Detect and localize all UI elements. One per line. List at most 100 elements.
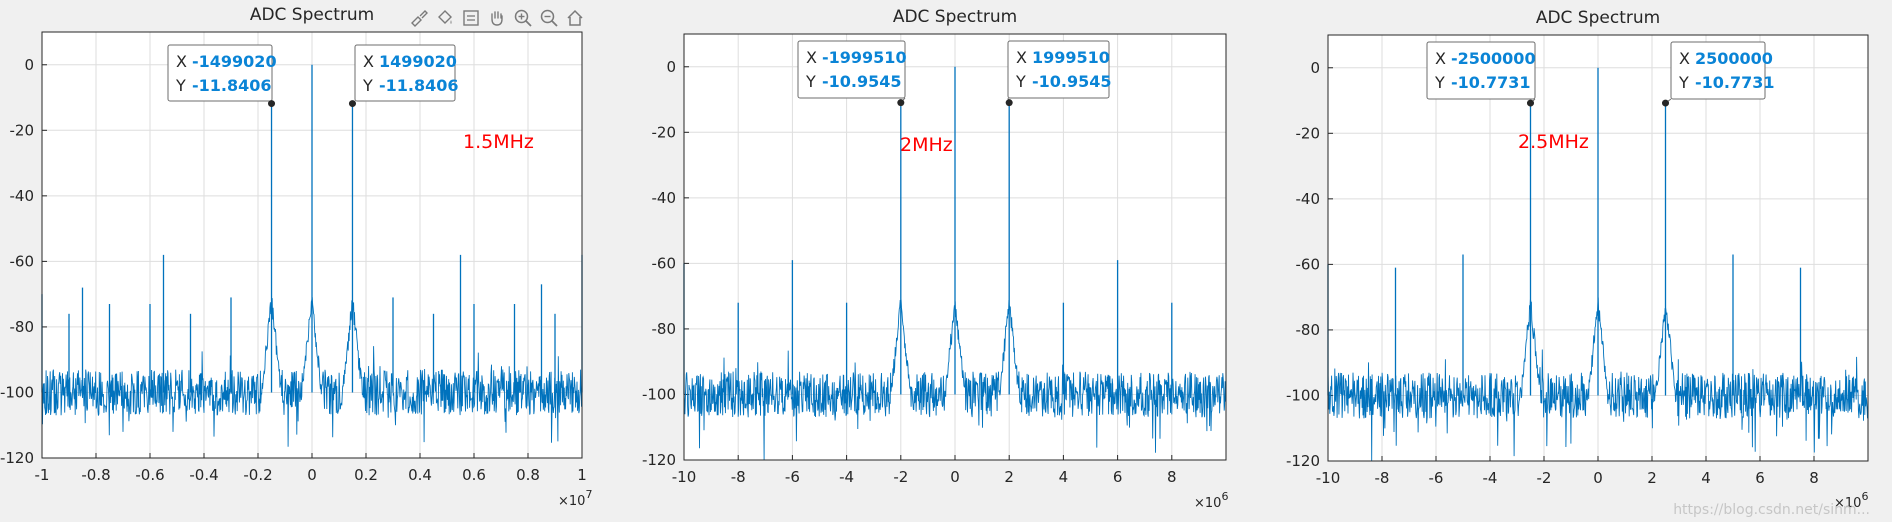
y-tick-label: -80 [1296, 321, 1321, 339]
x-exponent-power: 6 [1221, 490, 1228, 503]
datatip-x-key: X [1435, 49, 1446, 68]
y-tick-label: -120 [642, 451, 676, 469]
y-tick-label: 0 [666, 58, 676, 76]
datatip-box [1426, 41, 1536, 100]
x-tick-label: 0.6 [462, 466, 486, 484]
chart-title: ADC Spectrum [1536, 8, 1660, 28]
x-tick-label: -0.6 [135, 466, 164, 484]
y-tick-label: -60 [10, 252, 35, 270]
x-tick-label: -6 [1429, 469, 1444, 487]
datatip-x-value: 1999510 [1032, 48, 1110, 67]
datatip-y-value: -11.8406 [379, 76, 459, 95]
datatip-x-key: X [1679, 49, 1690, 68]
datatip-box [797, 40, 906, 99]
x-tick-label: -4 [839, 468, 854, 486]
y-tick-label: -20 [1296, 124, 1321, 142]
zoom-in-icon[interactable] [512, 7, 534, 29]
x-exponent-label: ×106 [1834, 490, 1868, 511]
x-tick-label: 4 [1059, 468, 1069, 486]
y-tick-label: -40 [10, 187, 35, 205]
x-tick-label: 2 [1647, 469, 1657, 487]
x-tick-label: 1 [577, 466, 587, 484]
x-tick-label: 0 [950, 468, 960, 486]
zoom-out-icon[interactable] [538, 7, 560, 29]
x-tick-label: -1 [35, 466, 50, 484]
x-tick-label: -10 [1316, 469, 1341, 487]
axes-frame [1327, 34, 1869, 462]
datatip-x-value: -1499020 [192, 52, 277, 71]
frequency-annotation: 1.5MHz [463, 131, 534, 153]
chart-title: ADC Spectrum [250, 5, 374, 25]
x-tick-label: 6 [1113, 468, 1123, 486]
y-tick-label: 0 [1310, 59, 1320, 77]
axes-frame [41, 31, 583, 459]
datatip-marker [1527, 99, 1534, 107]
datatip-y-value: -10.7731 [1695, 73, 1775, 92]
frequency-annotation: 2.5MHz [1518, 131, 1589, 153]
datatip-x-key: X [1016, 48, 1027, 67]
chart-title: ADC Spectrum [893, 7, 1017, 27]
brush-icon[interactable] [408, 7, 430, 29]
x-tick-label: -10 [672, 468, 697, 486]
x-tick-label: 0.8 [516, 466, 540, 484]
figure-toolbar [408, 7, 586, 29]
y-tick-label: -100 [0, 383, 34, 401]
y-tick-label: -60 [1296, 255, 1321, 273]
x-tick-label: 6 [1755, 469, 1765, 487]
datatip-y-key: Y [1434, 73, 1445, 92]
datatip-marker [348, 100, 356, 108]
x-exponent-power: 6 [1861, 490, 1868, 503]
datatip-marker [268, 100, 276, 108]
datatip-box [354, 44, 456, 102]
x-tick-label: -8 [731, 468, 746, 486]
x-exponent-label: ×107 [558, 488, 592, 509]
chart-panel-2: ADC Spectrum -10 -8 -6 -4 -2 0 2 4 6 8 0 -20 -40 -60 -8… [594, 0, 1235, 522]
datatip-marker [1662, 99, 1669, 107]
x-tick-label: 0 [307, 466, 317, 484]
x-tick-label: -0.8 [81, 466, 110, 484]
y-tick-label: -40 [652, 189, 677, 207]
datatip-marker [1005, 99, 1013, 107]
spectrum-chart-1: ADC Spectrum -1 -0.8 -0.6 -0.4 -0.2 0 0.2 0.4 0.6… [0, 5, 592, 509]
y-tick-label: -100 [642, 385, 676, 403]
y-tick-label: -80 [652, 320, 677, 338]
x-tick-label: 8 [1809, 469, 1819, 487]
x-exponent-label: ×106 [1194, 490, 1228, 511]
x-tick-label: 8 [1167, 468, 1177, 486]
datatip-y-key: Y [1678, 73, 1689, 92]
axes-frame [683, 33, 1227, 461]
datatip-marker [897, 99, 905, 107]
x-tick-label: -2 [1537, 469, 1552, 487]
datatip-x-value: -2500000 [1451, 49, 1536, 68]
x-tick-label: -8 [1375, 469, 1390, 487]
y-tick-label: -80 [10, 318, 35, 336]
chart-panel-1: ADC Spectrum -1 -0.8 -0.6 -0.4 -0.2 0 0.2 0.4 0.6… [0, 0, 595, 522]
data-cursor-icon[interactable] [460, 7, 482, 29]
frequency-annotation: 2MHz [900, 134, 953, 156]
spectrum-chart-2: ADC Spectrum-10 -8 -6 -4 -2 0 2 4 6 80-20-40-60-8… [642, 7, 1228, 511]
x-tick-label: 0.2 [354, 466, 378, 484]
x-tick-label: -6 [785, 468, 800, 486]
y-tick-label: 0 [24, 56, 34, 74]
datatip-x-value: -1999510 [822, 48, 907, 67]
datatip-y-key: Y [175, 76, 186, 95]
y-tick-label: -120 [1286, 452, 1320, 470]
datatip-y-value: -10.7731 [1451, 73, 1531, 92]
datatip-x-key: X [806, 48, 817, 67]
paint-bucket-icon[interactable] [434, 7, 456, 29]
x-tick-label: 2 [1004, 468, 1014, 486]
spectrum-chart-3: ADC Spectrum-10 -8 -6 -4 -2 0 2 4 6 80-20-40-60-8… [1286, 8, 1869, 511]
datatip-box [1007, 40, 1110, 99]
y-tick-label: -60 [652, 254, 677, 272]
y-tick-label: -100 [1286, 386, 1320, 404]
y-tick-label: -20 [652, 123, 677, 141]
datatip-box [1670, 41, 1766, 100]
datatip-x-value: 2500000 [1695, 49, 1773, 68]
y-tick-label: -20 [10, 121, 35, 139]
home-icon[interactable] [564, 7, 586, 29]
x-tick-label: -0.4 [189, 466, 218, 484]
y-tick-label: -120 [0, 449, 34, 467]
datatip-box [167, 44, 273, 102]
y-tick-label: -40 [1296, 190, 1321, 208]
pan-hand-icon[interactable] [486, 7, 508, 29]
